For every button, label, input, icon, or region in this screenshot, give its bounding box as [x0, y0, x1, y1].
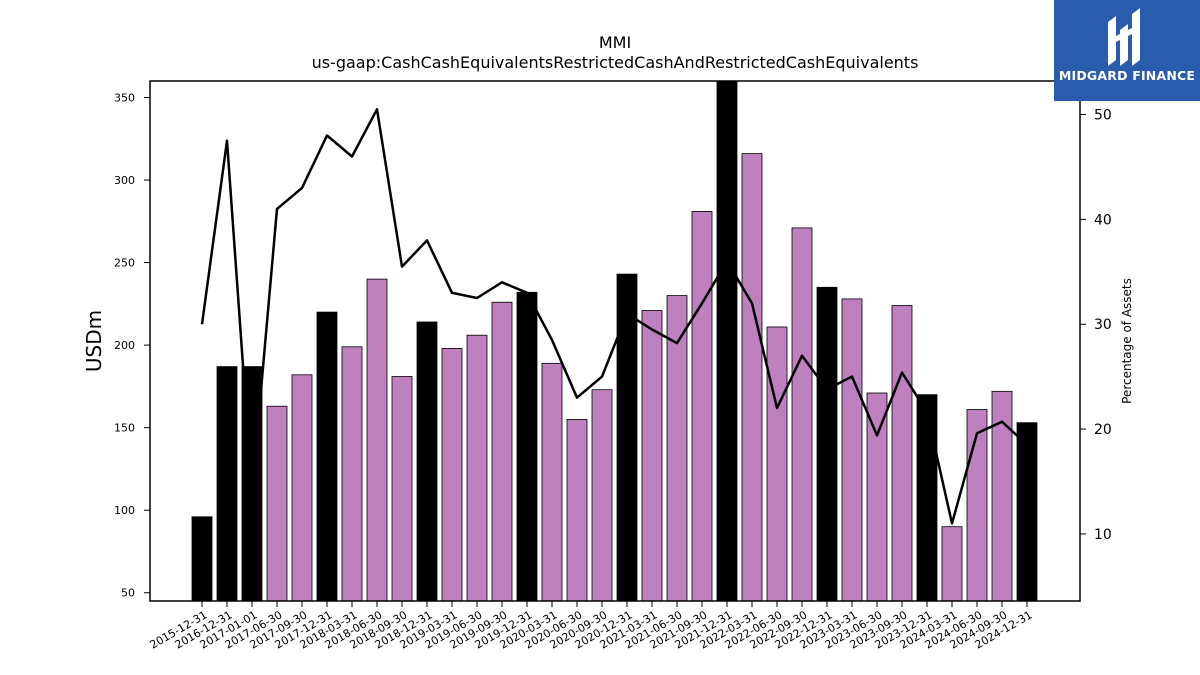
bar-2018-12-31	[416, 321, 438, 601]
y-tick-label-left-150: 150	[114, 422, 135, 435]
y-tick-label-left-100: 100	[114, 504, 135, 517]
bar-2023-03-31	[841, 298, 863, 601]
y-tick-label-left-200: 200	[114, 339, 135, 352]
y-axis-label-left: USDm	[82, 310, 106, 372]
bar-2020-09-30	[591, 389, 613, 601]
bar-2021-06-30	[666, 295, 688, 601]
bars-group	[191, 81, 1038, 601]
y-tick-label-left-50: 50	[121, 587, 135, 600]
bar-2018-09-30	[391, 376, 413, 601]
y-axis-left: 50 100 150 200 250 300 350	[114, 92, 150, 600]
bar-2024-12-31	[1016, 422, 1038, 601]
y-tick-label-right-40: 40	[1094, 212, 1112, 228]
y-tick-label-right-50: 50	[1094, 108, 1112, 124]
bar-2018-06-30	[366, 278, 388, 601]
bar-2016-12-31	[216, 366, 238, 601]
bar-2015-12-31	[191, 516, 213, 601]
bar-2022-03-31	[741, 153, 763, 601]
y-tick-label-right-20: 20	[1094, 422, 1112, 438]
bar-2020-03-31	[541, 362, 563, 601]
bar-2023-06-30	[866, 392, 888, 601]
y-tick-label-left-250: 250	[114, 257, 135, 270]
y-tick-label-right-10: 10	[1094, 527, 1112, 543]
bar-2024-06-30	[966, 409, 988, 601]
bar-2019-12-31	[516, 291, 538, 601]
bar-2023-12-31	[916, 394, 938, 601]
bar-2020-06-30	[566, 418, 588, 601]
bar-2017-12-31	[316, 311, 338, 601]
bar-2022-09-30	[791, 227, 813, 601]
bar-2022-12-31	[816, 286, 838, 601]
bar-2022-06-30	[766, 326, 788, 601]
y-tick-label-left-350: 350	[114, 92, 135, 105]
chart-title: MMI	[599, 33, 631, 52]
y-tick-label-left-300: 300	[114, 174, 135, 187]
bar-2017-09-30	[291, 374, 313, 601]
brand-name: MIDGARD FINANCE	[1058, 68, 1196, 83]
y-axis-right: 10 20 30 40 50	[1080, 108, 1112, 543]
bar-2021-12-31	[716, 81, 738, 601]
bar-2019-06-30	[466, 334, 488, 601]
bar-2023-09-30	[891, 305, 913, 601]
x-axis: 2015-12-312016-12-312017-01-012017-06-30…	[148, 601, 1035, 652]
bar-2018-03-31	[341, 346, 363, 601]
brand-logo: MIDGARD FINANCE	[1054, 0, 1200, 101]
percentage-of-assets-line	[200, 108, 1028, 525]
chart-subtitle: us-gaap:CashCashEquivalentsRestrictedCas…	[312, 53, 919, 72]
bar-2021-03-31	[641, 310, 663, 601]
bar-2019-09-30	[491, 301, 513, 601]
plot-frame	[149, 80, 1081, 602]
bar-2021-09-30	[691, 210, 713, 601]
bar-2019-03-31	[441, 347, 463, 601]
y-tick-label-right-30: 30	[1094, 317, 1112, 333]
bar-2020-12-31	[616, 273, 638, 601]
midgard-logo-icon	[1108, 8, 1140, 66]
bar-2017-06-30	[266, 405, 288, 601]
bar-2024-03-31	[941, 526, 963, 601]
y-axis-label-right: Percentage of Assets	[1120, 278, 1134, 404]
line-group	[200, 108, 1028, 525]
